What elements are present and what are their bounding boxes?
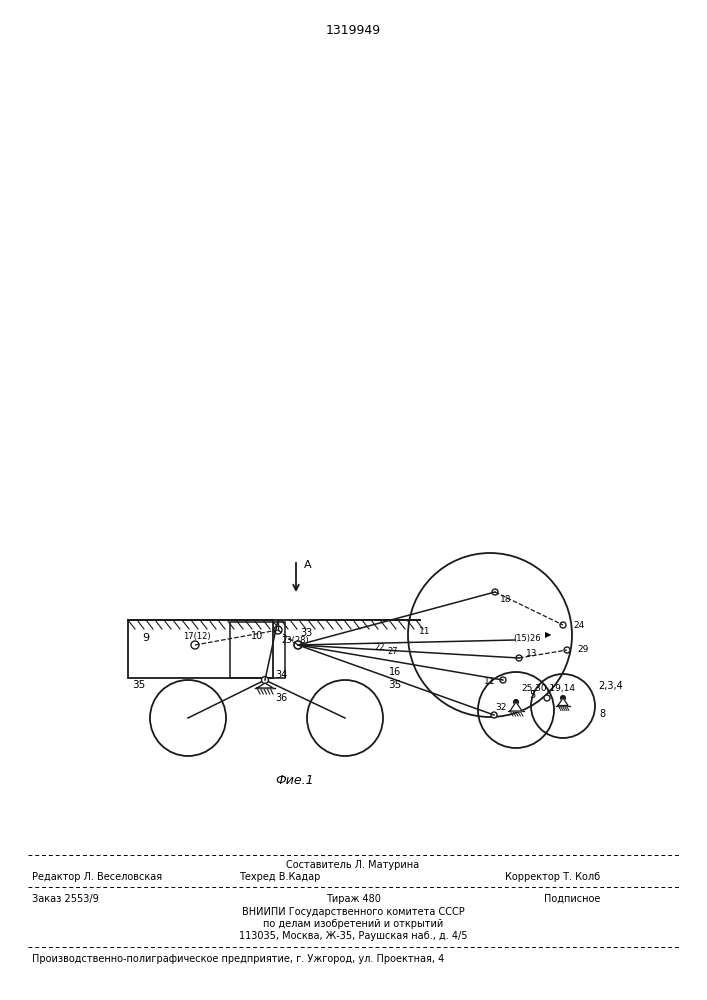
Text: 17(12): 17(12) [183, 632, 211, 641]
Text: A: A [304, 560, 312, 570]
Text: 10: 10 [252, 631, 264, 641]
Text: 11: 11 [484, 678, 495, 686]
Text: 1319949: 1319949 [325, 23, 380, 36]
Text: 33: 33 [300, 628, 312, 638]
Circle shape [513, 700, 518, 704]
Polygon shape [257, 683, 273, 688]
Text: 13: 13 [526, 650, 537, 658]
Circle shape [516, 655, 522, 661]
Circle shape [560, 622, 566, 628]
Text: 36: 36 [275, 693, 287, 703]
Circle shape [544, 695, 550, 701]
Circle shape [491, 712, 497, 718]
Circle shape [191, 641, 199, 649]
Text: 16: 16 [389, 667, 401, 677]
Text: Производственно-полиграфическое предприятие, г. Ужгород, ул. Проектная, 4: Производственно-полиграфическое предприя… [32, 954, 444, 964]
Text: 35: 35 [388, 680, 402, 690]
Circle shape [294, 641, 302, 649]
Circle shape [500, 677, 506, 683]
Text: 35: 35 [132, 680, 145, 690]
Text: 23(28): 23(28) [281, 637, 309, 646]
Text: 27: 27 [387, 647, 398, 656]
Text: 18: 18 [500, 595, 511, 604]
Circle shape [564, 647, 570, 653]
Text: 113035, Москва, Ж-35, Раушская наб., д. 4/5: 113035, Москва, Ж-35, Раушская наб., д. … [239, 931, 467, 941]
Text: 24: 24 [573, 620, 584, 630]
Text: ВНИИПИ Государственного комитета СССР: ВНИИПИ Государственного комитета СССР [242, 907, 464, 917]
Bar [230, 622, 285, 678]
Text: по делам изобретений и открытий: по делам изобретений и открытий [263, 919, 443, 929]
Text: 2,3,4: 2,3,4 [598, 681, 623, 691]
Text: 32: 32 [496, 704, 507, 712]
Text: ▶: ▶ [545, 631, 551, 640]
Text: 11: 11 [419, 628, 431, 637]
Text: 34: 34 [275, 670, 287, 680]
Polygon shape [558, 698, 568, 706]
Text: Фие.1: Фие.1 [276, 774, 315, 786]
Bar [128, 620, 273, 678]
Text: 5: 5 [529, 690, 535, 700]
Text: 22: 22 [375, 643, 385, 652]
Text: Составитель Л. Матурина: Составитель Л. Матурина [286, 860, 419, 870]
Text: Корректор Т. Колб: Корректор Т. Колб [505, 872, 600, 882]
Text: 8: 8 [599, 709, 605, 719]
Circle shape [274, 626, 282, 634]
Text: 29: 29 [577, 646, 588, 654]
Text: Редактор Л. Веселовская: Редактор Л. Веселовская [32, 872, 162, 882]
Text: 9: 9 [142, 633, 150, 643]
Text: 25,30,19,14: 25,30,19,14 [521, 684, 575, 692]
Polygon shape [510, 702, 522, 711]
Circle shape [262, 676, 269, 684]
Text: Заказ 2553/9: Заказ 2553/9 [32, 894, 99, 904]
Text: (15)26: (15)26 [513, 634, 541, 643]
Text: Тираж 480: Тираж 480 [325, 894, 380, 904]
Text: Подписное: Подписное [544, 894, 600, 904]
Circle shape [561, 696, 566, 700]
Circle shape [492, 589, 498, 595]
Text: Техред В.Кадар: Техред В.Кадар [239, 872, 321, 882]
